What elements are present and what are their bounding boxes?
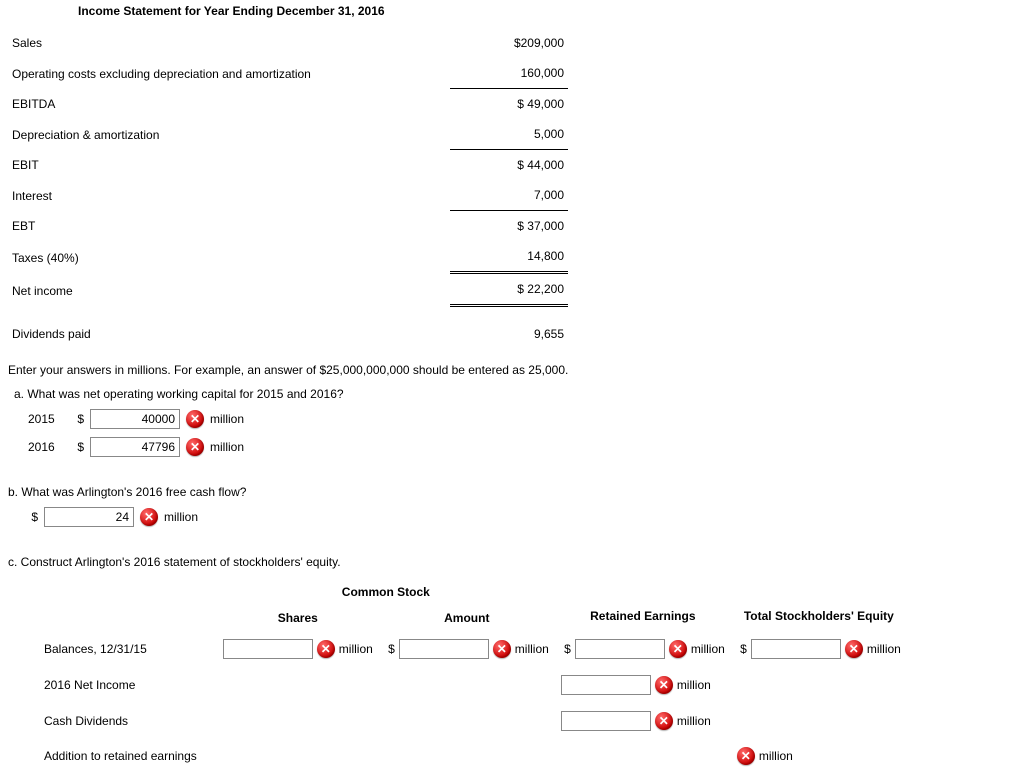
unit-label: million	[164, 510, 198, 524]
input-fcf[interactable]	[44, 507, 134, 527]
row-value: 5,000	[450, 119, 568, 150]
question-a-text: a. What was net operating working capita…	[8, 381, 1016, 405]
row-label: EBITDA	[8, 89, 450, 120]
input-cashdiv-retained[interactable]	[561, 711, 651, 731]
equity-row-balances: Balances, 12/31/15 ✕ million $ ✕ million	[38, 631, 907, 667]
dollar-sign: $	[74, 412, 84, 426]
row-label: Operating costs excluding depreciation a…	[8, 58, 450, 89]
statement-title: Income Statement for Year Ending Decembe…	[8, 0, 1016, 28]
input-2016[interactable]	[90, 437, 180, 457]
answer-row-fcf: $ ✕ million	[8, 503, 1016, 531]
equity-row-netincome: 2016 Net Income ✕ million	[38, 667, 907, 703]
header-amount: Amount	[379, 605, 555, 631]
table-row: Depreciation & amortization 5,000	[8, 119, 568, 150]
incorrect-icon: ✕	[655, 712, 673, 730]
dollar-sign: $	[385, 642, 395, 656]
table-row: Taxes (40%) 14,800	[8, 241, 568, 273]
row-label: Taxes (40%)	[8, 241, 450, 273]
row-value: $209,000	[450, 28, 568, 58]
unit-label: million	[515, 642, 549, 656]
incorrect-icon: ✕	[845, 640, 863, 658]
dollar-sign: $	[74, 440, 84, 454]
income-statement-table: Sales $209,000 Operating costs excluding…	[8, 28, 568, 349]
header-shares: Shares	[217, 605, 379, 631]
table-row: EBITDA $ 49,000	[8, 89, 568, 120]
unit-label: million	[677, 678, 711, 692]
unit-label: million	[867, 642, 901, 656]
input-2015[interactable]	[90, 409, 180, 429]
row-label: Interest	[8, 180, 450, 211]
row-label: Sales	[8, 28, 450, 58]
row-label: Dividends paid	[8, 319, 450, 349]
question-b-text: b. What was Arlington's 2016 free cash f…	[8, 479, 1016, 503]
row-value: $ 22,200	[450, 273, 568, 306]
equity-table: Common Stock Retained Earnings Total Sto…	[38, 579, 907, 773]
row-value: 160,000	[450, 58, 568, 89]
incorrect-icon: ✕	[493, 640, 511, 658]
dollar-sign: $	[28, 510, 38, 524]
equity-row-addition: Addition to retained earnings ✕ million	[38, 739, 907, 773]
row-label: 2016 Net Income	[38, 667, 217, 703]
input-balances-shares[interactable]	[223, 639, 313, 659]
input-balances-total[interactable]	[751, 639, 841, 659]
answer-row-2016: 2016 $ ✕ million	[8, 433, 1016, 461]
row-value: $ 49,000	[450, 89, 568, 120]
header-retained: Retained Earnings	[555, 579, 731, 631]
row-value: 14,800	[450, 241, 568, 273]
table-row: Sales $209,000	[8, 28, 568, 58]
row-label: Balances, 12/31/15	[38, 631, 217, 667]
dollar-sign: $	[561, 642, 571, 656]
unit-label: million	[339, 642, 373, 656]
table-header-row: Common Stock Retained Earnings Total Sto…	[38, 579, 907, 605]
table-row: EBT $ 37,000	[8, 211, 568, 242]
row-label: EBT	[8, 211, 450, 242]
row-value: $ 37,000	[450, 211, 568, 242]
incorrect-icon: ✕	[669, 640, 687, 658]
question-c-text: c. Construct Arlington's 2016 statement …	[8, 549, 1016, 573]
equity-row-cashdiv: Cash Dividends ✕ million	[38, 703, 907, 739]
table-row: Interest 7,000	[8, 180, 568, 211]
unit-label: million	[677, 714, 711, 728]
unit-label: million	[759, 749, 793, 763]
table-row: Net income $ 22,200	[8, 273, 568, 306]
incorrect-icon: ✕	[317, 640, 335, 658]
incorrect-icon: ✕	[140, 508, 158, 526]
input-balances-amount[interactable]	[399, 639, 489, 659]
row-label: Net income	[8, 273, 450, 306]
row-value: 7,000	[450, 180, 568, 211]
row-label: Cash Dividends	[38, 703, 217, 739]
year-label: 2015	[28, 412, 68, 426]
page-container: Income Statement for Year Ending Decembe…	[0, 0, 1024, 773]
table-row: Dividends paid 9,655	[8, 319, 568, 349]
row-value: $ 44,000	[450, 150, 568, 181]
instructions-text: Enter your answers in millions. For exam…	[8, 359, 1016, 381]
row-label: EBIT	[8, 150, 450, 181]
unit-label: million	[691, 642, 725, 656]
header-total: Total Stockholders' Equity	[731, 579, 907, 631]
year-label: 2016	[28, 440, 68, 454]
unit-label: million	[210, 412, 244, 426]
table-row: EBIT $ 44,000	[8, 150, 568, 181]
incorrect-icon: ✕	[655, 676, 673, 694]
answer-row-2015: 2015 $ ✕ million	[8, 405, 1016, 433]
incorrect-icon: ✕	[186, 438, 204, 456]
table-row	[8, 306, 568, 320]
input-ni-retained[interactable]	[561, 675, 651, 695]
row-label: Addition to retained earnings	[38, 739, 217, 773]
input-balances-retained[interactable]	[575, 639, 665, 659]
incorrect-icon: ✕	[737, 747, 755, 765]
header-common-stock: Common Stock	[217, 579, 555, 605]
row-label: Depreciation & amortization	[8, 119, 450, 150]
table-row: Operating costs excluding depreciation a…	[8, 58, 568, 89]
row-value: 9,655	[450, 319, 568, 349]
incorrect-icon: ✕	[186, 410, 204, 428]
dollar-sign: $	[737, 642, 747, 656]
unit-label: million	[210, 440, 244, 454]
